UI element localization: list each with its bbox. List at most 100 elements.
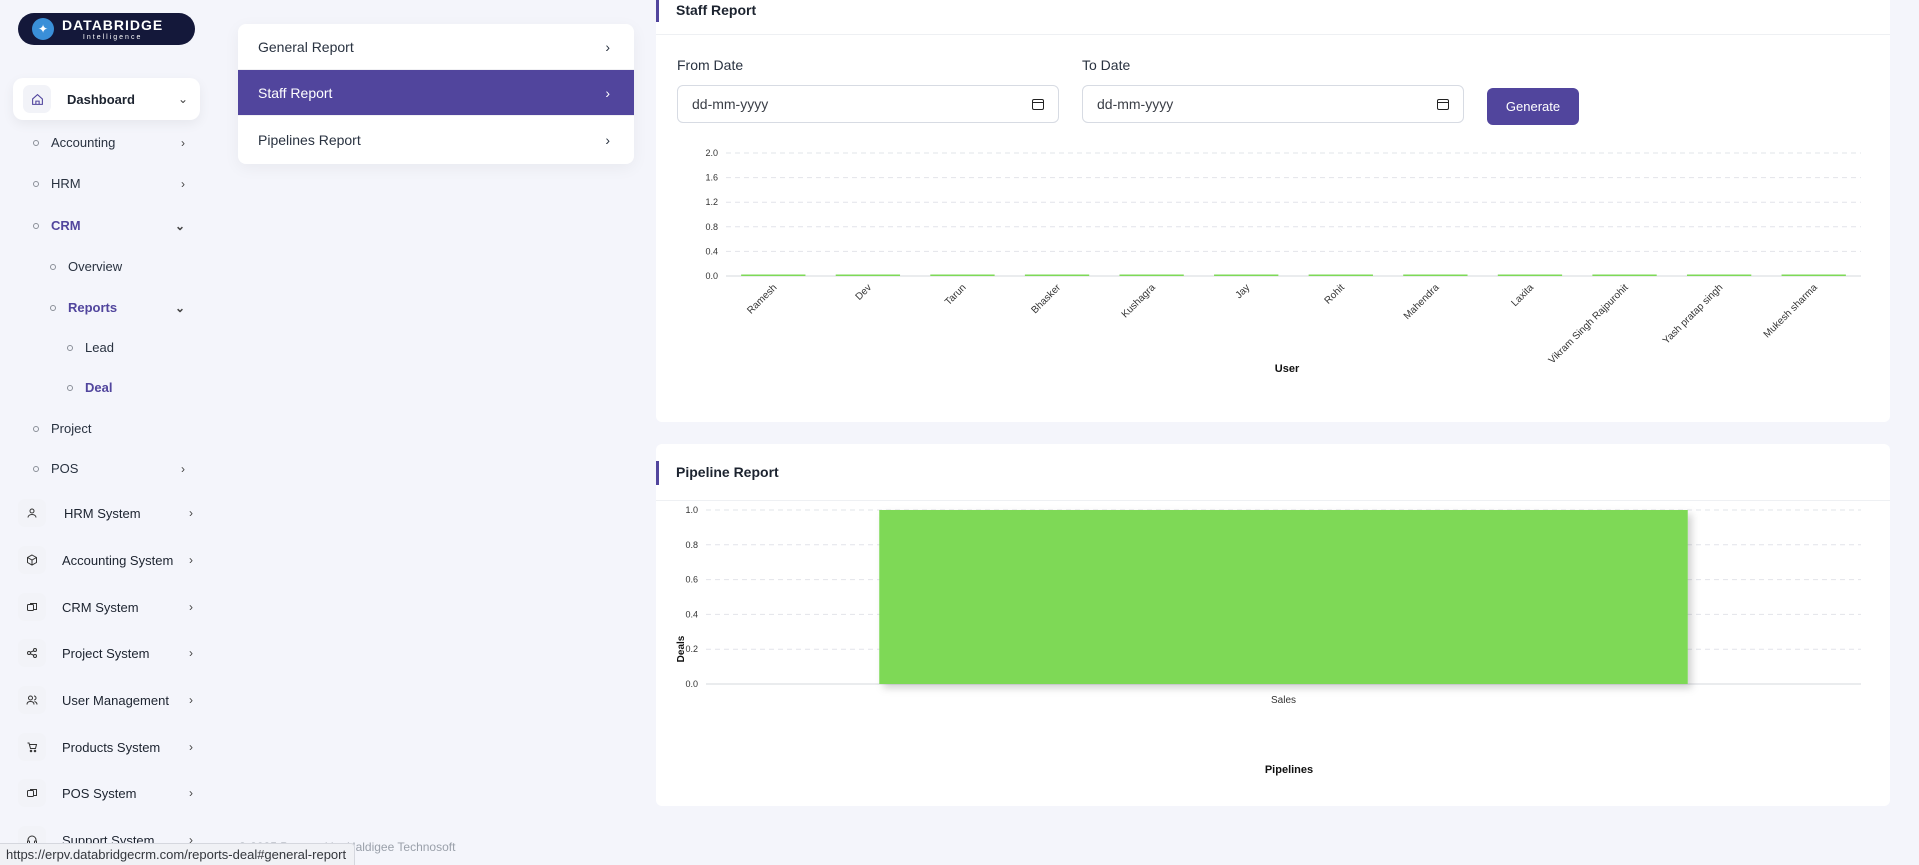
calendar-icon[interactable] bbox=[1437, 98, 1449, 110]
staff-chart: 0.0 0.4 0.8 1.2 1.6 2.0 Ramesh Dev Tarun Bhasker… bbox=[705, 148, 1861, 375]
report-menu-label: Pipelines Report bbox=[258, 132, 361, 148]
chevron-down-icon: ⌄ bbox=[174, 300, 185, 315]
generate-button[interactable]: Generate bbox=[1487, 88, 1579, 125]
sidebar-item-accounting[interactable]: Accounting › bbox=[33, 135, 185, 150]
report-menu-staff[interactable]: Staff Report › bbox=[238, 70, 634, 116]
home-icon bbox=[23, 85, 51, 113]
pipeline-report-header: Pipeline Report bbox=[656, 444, 1890, 501]
x-tick-label: Tarun bbox=[943, 282, 968, 307]
staff-chart-grid bbox=[726, 152, 1861, 277]
sidebar-item-accounting-system[interactable]: Accounting System › bbox=[18, 545, 198, 575]
cart-icon bbox=[18, 733, 46, 761]
chevron-right-icon: › bbox=[181, 461, 185, 476]
sidebar-item-label: Lead bbox=[85, 340, 114, 355]
share-icon bbox=[18, 639, 46, 667]
chevron-right-icon: › bbox=[181, 176, 185, 191]
brand-logo[interactable]: ✦ DATABRIDGE Intelligence bbox=[18, 13, 195, 45]
pipeline-chart: 0.0 0.2 0.4 0.6 0.8 1.0 Sales Deals Pipelines bbox=[676, 505, 1861, 776]
x-tick-label: Jay bbox=[1234, 282, 1253, 301]
sidebar-item-reports[interactable]: Reports ⌄ bbox=[50, 300, 185, 315]
sidebar-item-label: Deal bbox=[85, 380, 113, 395]
sidebar-dashboard-label: Dashboard bbox=[67, 91, 135, 107]
sidebar: ✦ DATABRIDGE Intelligence Dashboard ⌄ Ac… bbox=[0, 0, 215, 865]
sidebar-item-lead[interactable]: Lead bbox=[67, 340, 114, 355]
chevron-right-icon: › bbox=[189, 740, 193, 754]
bar[interactable] bbox=[1403, 274, 1468, 277]
sidebar-item-label: Project System bbox=[62, 645, 150, 661]
report-menu: General Report › Staff Report › Pipeline… bbox=[238, 24, 634, 164]
sidebar-item-label: Accounting System bbox=[62, 552, 174, 568]
sidebar-item-crm-system[interactable]: CRM System › bbox=[18, 592, 198, 622]
status-bar-url: https://erpv.databridgecrm.com/reports-d… bbox=[0, 843, 356, 865]
sidebar-item-label: Project bbox=[51, 421, 92, 436]
report-menu-label: General Report bbox=[258, 38, 354, 55]
report-menu-pipelines[interactable]: Pipelines Report › bbox=[238, 116, 634, 164]
x-tick-label: Bhasker bbox=[1029, 282, 1063, 316]
users-icon bbox=[18, 686, 46, 714]
calendar-icon[interactable] bbox=[1032, 98, 1044, 110]
y-tick-label: 0.0 bbox=[685, 679, 698, 689]
sidebar-item-label: Accounting bbox=[51, 135, 116, 150]
bar[interactable] bbox=[835, 274, 901, 277]
from-date-input[interactable]: dd-mm-yyyy bbox=[677, 85, 1059, 123]
sidebar-item-hrm-system[interactable]: HRM System › bbox=[18, 498, 198, 528]
sidebar-item-label: POS System bbox=[62, 785, 137, 801]
staff-report-card: Staff Report From Date dd-mm-yyyy To Dat… bbox=[656, 0, 1890, 422]
sidebar-item-label: Products System bbox=[62, 739, 161, 755]
sidebar-item-label: CRM System bbox=[62, 599, 139, 615]
sidebar-item-label: User Management bbox=[62, 692, 169, 708]
chevron-right-icon: › bbox=[189, 646, 193, 660]
chevron-right-icon: › bbox=[189, 833, 193, 847]
bar[interactable] bbox=[741, 274, 806, 277]
sidebar-item-label: Overview bbox=[68, 259, 123, 274]
chevron-right-icon: › bbox=[605, 132, 610, 148]
bar[interactable] bbox=[1781, 274, 1846, 277]
sidebar-item-label: CRM bbox=[51, 218, 81, 233]
sidebar-item-project[interactable]: Project bbox=[33, 421, 91, 436]
staff-chart-x-axis: Ramesh Dev Tarun Bhasker Kushagra Jay Rohit Mah… bbox=[745, 282, 1820, 366]
sidebar-item-hrm[interactable]: HRM › bbox=[33, 176, 185, 191]
y-tick-label: 2.0 bbox=[705, 148, 718, 158]
bar[interactable] bbox=[879, 510, 1688, 684]
sidebar-item-pos-system[interactable]: POS System › bbox=[18, 778, 198, 808]
bar[interactable] bbox=[1497, 274, 1563, 277]
bar[interactable] bbox=[1024, 274, 1090, 277]
sidebar-item-project-system[interactable]: Project System › bbox=[18, 638, 198, 668]
to-date-input[interactable]: dd-mm-yyyy bbox=[1082, 85, 1464, 123]
chevron-right-icon: › bbox=[189, 553, 193, 567]
bar[interactable] bbox=[1214, 274, 1279, 277]
to-date-label: To Date bbox=[1082, 57, 1131, 73]
x-tick-label: Ramesh bbox=[745, 282, 779, 316]
staff-chart-bars bbox=[741, 274, 1846, 277]
staff-report-title: Staff Report bbox=[676, 2, 757, 18]
x-tick-label: Dev bbox=[854, 282, 874, 302]
y-tick-label: 0.8 bbox=[705, 222, 718, 232]
chevron-right-icon: › bbox=[189, 506, 193, 520]
bar[interactable] bbox=[1592, 274, 1657, 277]
bar[interactable] bbox=[1119, 274, 1184, 277]
sidebar-item-pos[interactable]: POS › bbox=[33, 461, 185, 476]
sidebar-item-dashboard[interactable]: Dashboard ⌄ bbox=[13, 78, 200, 120]
bar[interactable] bbox=[1686, 274, 1752, 277]
pipeline-report-title: Pipeline Report bbox=[676, 464, 779, 480]
bar[interactable] bbox=[1308, 274, 1373, 277]
report-menu-general[interactable]: General Report › bbox=[238, 24, 634, 70]
pipeline-chart-bars bbox=[879, 510, 1688, 684]
y-tick-label: 0.4 bbox=[705, 246, 718, 256]
chevron-right-icon: › bbox=[189, 693, 193, 707]
sidebar-item-user-management[interactable]: User Management › bbox=[18, 685, 198, 715]
sidebar-item-crm[interactable]: CRM ⌄ bbox=[33, 218, 185, 233]
layers-icon bbox=[18, 593, 46, 621]
bar[interactable] bbox=[930, 274, 995, 277]
sidebar-item-overview[interactable]: Overview bbox=[50, 259, 122, 274]
y-tick-label: 0.6 bbox=[685, 575, 698, 585]
y-tick-label: 0.4 bbox=[685, 609, 698, 619]
pipeline-report-card: Pipeline Report 0.0 0.2 0.4 0.6 0.8 1.0 Sales… bbox=[656, 444, 1890, 806]
chevron-down-icon: ⌄ bbox=[177, 92, 189, 106]
logo-mark-icon: ✦ bbox=[32, 18, 54, 40]
x-tick-label: Mahendra bbox=[1402, 282, 1442, 322]
sidebar-item-label: HRM System bbox=[64, 505, 141, 521]
sidebar-item-deal[interactable]: Deal bbox=[67, 380, 112, 395]
sidebar-item-products-system[interactable]: Products System › bbox=[18, 732, 198, 762]
sidebar-item-label: Reports bbox=[68, 300, 118, 315]
